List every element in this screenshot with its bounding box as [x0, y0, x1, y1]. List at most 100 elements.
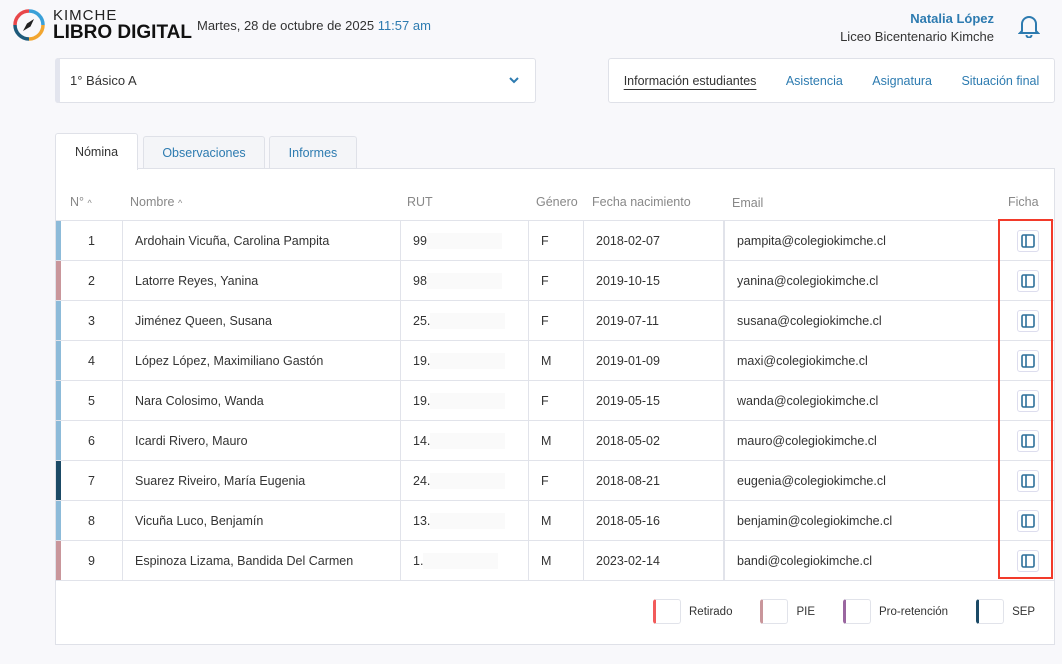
- col-rut-header: RUT: [407, 195, 433, 209]
- open-ficha-button[interactable]: [1017, 310, 1039, 332]
- current-date: Martes, 28 de octubre de 2025 11:57 am: [197, 18, 431, 33]
- cell-name: Icardi Rivero, Mauro: [122, 421, 400, 461]
- table-row: 8 Vicuña Luco, Benjamín 13. M 2018-05-16…: [56, 500, 1054, 541]
- cell-email: pampita@colegiokimche.cl: [723, 221, 1003, 261]
- cell-birth: 2023-02-14: [583, 541, 723, 581]
- cell-num: 8: [88, 514, 95, 528]
- notifications-bell-icon[interactable]: [1017, 14, 1041, 41]
- cell-birth: 2018-05-16: [583, 501, 723, 541]
- panel-icon: [1021, 314, 1035, 328]
- open-ficha-button[interactable]: [1017, 510, 1039, 532]
- legend-swatch: [976, 599, 1005, 624]
- cell-birth: 2019-05-15: [583, 381, 723, 421]
- status-color-bar: [56, 541, 61, 581]
- col-birth-header: Fecha nacimiento: [592, 195, 691, 209]
- legend-item: PIE: [760, 599, 815, 624]
- cell-rut: 25.: [400, 301, 528, 341]
- cell-gender: F: [528, 301, 583, 341]
- cell-email: bandi@colegiokimche.cl: [723, 541, 1003, 581]
- table-row: 1 Ardohain Vicuña, Carolina Pampita 99 F…: [56, 220, 1054, 261]
- open-ficha-button[interactable]: [1017, 390, 1039, 412]
- cell-email: yanina@colegiokimche.cl: [723, 261, 1003, 301]
- cell-gender: F: [528, 461, 583, 501]
- course-select[interactable]: 1° Básico A: [55, 58, 536, 103]
- cell-name: López López, Maximiliano Gastón: [122, 341, 400, 381]
- brand-top: KIMCHE: [53, 7, 118, 24]
- legend-item: Retirado: [653, 599, 732, 624]
- sort-asc-icon: ^: [87, 198, 92, 208]
- cell-gender: M: [528, 421, 583, 461]
- panel-icon: [1021, 434, 1035, 448]
- status-color-bar: [56, 301, 61, 341]
- table-row: 6 Icardi Rivero, Mauro 14. M 2018-05-02 …: [56, 420, 1054, 461]
- logo: KIMCHE LIBRO DIGITAL: [12, 8, 192, 42]
- status-color-bar: [56, 461, 61, 501]
- cell-num: 3: [88, 314, 95, 328]
- nav-asignatura[interactable]: Asignatura: [872, 73, 933, 88]
- open-ficha-button[interactable]: [1017, 350, 1039, 372]
- table-row: 2 Latorre Reyes, Yanina 98 F 2019-10-15 …: [56, 260, 1054, 301]
- tab-informes[interactable]: Informes: [269, 136, 357, 169]
- cell-num: 1: [88, 234, 95, 248]
- col-gender-header: Género: [536, 195, 578, 209]
- legend-swatch: [653, 599, 681, 624]
- cell-birth: 2018-05-02: [583, 421, 723, 461]
- cell-email: mauro@colegiokimche.cl: [723, 421, 1003, 461]
- user-info[interactable]: Natalia López Liceo Bicentenario Kimche: [840, 10, 994, 46]
- cell-gender: M: [528, 541, 583, 581]
- cell-rut: 14.: [400, 421, 528, 461]
- compass-icon: [13, 9, 45, 41]
- status-color-bar: [56, 381, 61, 421]
- cell-rut: 24.: [400, 461, 528, 501]
- chevron-down-icon: [509, 77, 519, 84]
- tab-observaciones[interactable]: Observaciones: [143, 136, 265, 169]
- table-row: 9 Espinoza Lizama, Bandida Del Carmen 1.…: [56, 540, 1054, 581]
- cell-birth: 2019-10-15: [583, 261, 723, 301]
- cell-name: Latorre Reyes, Yanina: [122, 261, 400, 301]
- cell-num: 2: [88, 274, 95, 288]
- panel-icon: [1021, 474, 1035, 488]
- status-color-bar: [56, 421, 61, 461]
- nav-informacion-estudiantes[interactable]: Información estudiantes: [623, 73, 757, 88]
- cell-num: 6: [88, 434, 95, 448]
- course-select-value: 1° Básico A: [70, 73, 137, 88]
- cell-rut: 99: [400, 221, 528, 261]
- open-ficha-button[interactable]: [1017, 470, 1039, 492]
- cell-email: susana@colegiokimche.cl: [723, 301, 1003, 341]
- col-num-header[interactable]: N° ^: [70, 195, 92, 209]
- table-row: 5 Nara Colosimo, Wanda 19. F 2019-05-15 …: [56, 380, 1054, 421]
- tab-nomina[interactable]: Nómina: [55, 133, 138, 170]
- open-ficha-button[interactable]: [1017, 430, 1039, 452]
- user-name[interactable]: Natalia López: [910, 11, 994, 26]
- status-color-bar: [56, 341, 61, 381]
- table-row: 7 Suarez Riveiro, María Eugenia 24. F 20…: [56, 460, 1054, 501]
- cell-name: Suarez Riveiro, María Eugenia: [122, 461, 400, 501]
- cell-num: 9: [88, 554, 95, 568]
- open-ficha-button[interactable]: [1017, 550, 1039, 572]
- cell-name: Vicuña Luco, Benjamín: [122, 501, 400, 541]
- panel-icon: [1021, 394, 1035, 408]
- open-ficha-button[interactable]: [1017, 230, 1039, 252]
- ficha-column-highlight: [998, 219, 1053, 579]
- cell-rut: 13.: [400, 501, 528, 541]
- nav-asistencia[interactable]: Asistencia: [785, 73, 843, 88]
- cell-rut: 1.: [400, 541, 528, 581]
- col-name-header[interactable]: Nombre ^: [130, 195, 183, 209]
- cell-gender: F: [528, 261, 583, 301]
- cell-num: 7: [88, 474, 95, 488]
- current-time: 11:57 am: [377, 18, 431, 33]
- panel-icon: [1021, 274, 1035, 288]
- cell-gender: M: [528, 501, 583, 541]
- panel-icon: [1021, 554, 1035, 568]
- section-nav: Información estudiantes Asistencia Asign…: [608, 58, 1055, 103]
- nav-situacion-final[interactable]: Situación final: [961, 73, 1040, 88]
- open-ficha-button[interactable]: [1017, 270, 1039, 292]
- legend-swatch: [760, 599, 789, 624]
- cell-birth: 2019-01-09: [583, 341, 723, 381]
- cell-name: Nara Colosimo, Wanda: [122, 381, 400, 421]
- cell-rut: 19.: [400, 381, 528, 421]
- cell-email: benjamin@colegiokimche.cl: [723, 501, 1003, 541]
- status-color-bar: [56, 221, 61, 261]
- legend-swatch: [843, 599, 872, 624]
- cell-gender: F: [528, 221, 583, 261]
